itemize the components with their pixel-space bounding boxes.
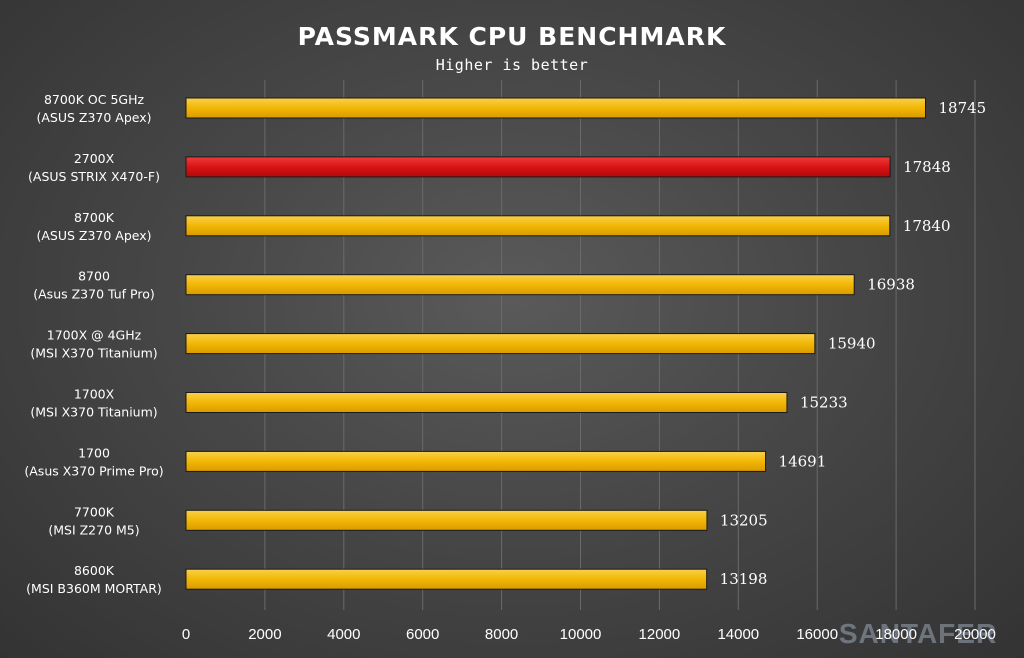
bar [185,215,891,237]
x-tick-label: 14000 [717,626,759,643]
x-tick-label: 2000 [248,626,281,643]
x-tick-label: 4000 [327,626,360,643]
bar [185,97,926,119]
category-label: 2700X (ASUS STRIX X470-F) [28,151,160,184]
category-label: 8700K OC 5GHz (ASUS Z370 Apex) [36,92,151,125]
watermark: SANTAFER [839,618,997,649]
bar [185,392,788,413]
x-tick-label: 16000 [796,626,838,643]
category-label: 8700K (ASUS Z370 Apex) [36,210,151,243]
category-label: 8700 (Asus Z370 Tuf Pro) [33,269,154,302]
x-axis-ticks: 0 2000 4000 6000 8000 10000 12000 14000 16000 180… [182,626,996,643]
chart-title: PASSMARK CPU BENCHMARK [298,22,727,51]
x-tick-label: 0 [182,626,190,643]
category-label: 8600K (MSI B360M MORTAR) [26,563,162,596]
bars [185,97,926,590]
value-label: 16938 [867,276,915,294]
bar [185,274,855,296]
bar [185,509,708,531]
x-tick-label: 20000 [954,626,996,643]
category-label: 7700K (MSI Z270 M5) [48,504,139,537]
value-label: 17848 [903,158,951,176]
bar-highlighted [185,156,891,178]
x-tick-label: 10000 [560,626,602,643]
value-labels: 18745 17848 17840 16938 15940 15233 14691 13205… [720,99,987,588]
x-tick-label: 12000 [639,626,681,643]
x-tick-label: 18000 [875,626,917,643]
value-label: 13205 [720,511,768,529]
value-label: 14691 [779,452,827,470]
chart-subtitle: Higher is better [436,56,589,74]
bar [185,568,708,590]
value-label: 18745 [938,99,986,117]
value-label: 13198 [720,570,768,588]
bar [185,333,816,355]
category-label: 1700X (MSI X370 Titanium) [30,387,157,420]
x-tick-label: 6000 [406,626,439,643]
value-label: 17840 [903,217,951,235]
category-label: 1700 (Asus X370 Prime Pro) [24,445,163,478]
value-label: 15233 [800,394,848,412]
x-tick-label: 8000 [485,626,518,643]
category-label: 1700X @ 4GHz (MSI X370 Titanium) [30,328,157,361]
category-labels: 8700K OC 5GHz (ASUS Z370 Apex) 2700X (ASUS … [24,92,163,596]
value-label: 15940 [828,335,876,353]
bar [185,450,767,472]
